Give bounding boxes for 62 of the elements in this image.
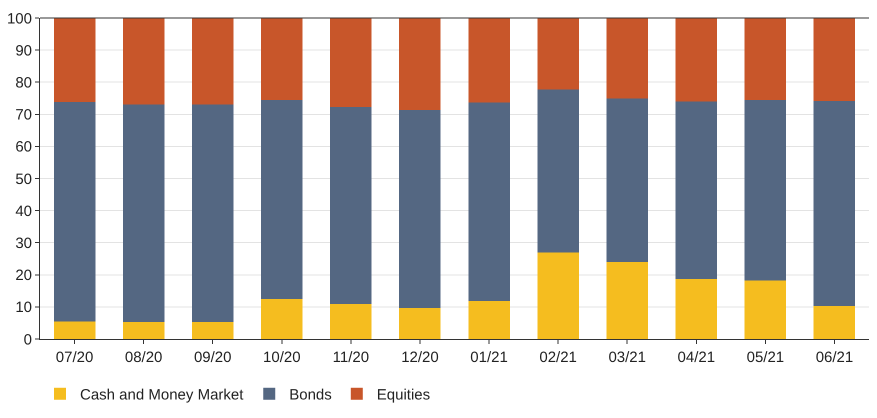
x-tick-label: 02/21 (539, 349, 577, 366)
y-tick-label: 0 (24, 331, 32, 348)
bar (676, 101, 718, 279)
bar (54, 321, 96, 339)
y-tick-label: 70 (15, 106, 32, 124)
bar (399, 18, 441, 110)
bar (537, 18, 579, 90)
bar (606, 262, 648, 339)
bar (676, 18, 718, 102)
bar (261, 18, 303, 100)
bar (54, 18, 96, 102)
x-tick-label: 10/20 (263, 349, 301, 366)
bar (192, 104, 234, 322)
bar (330, 18, 372, 108)
legend-label: Cash and Money Market (80, 386, 244, 404)
y-tick-label: 100 (6, 10, 32, 28)
y-tick-label: 90 (15, 42, 32, 60)
bar (192, 18, 234, 104)
y-tick-label: 40 (15, 202, 32, 220)
bar (261, 100, 303, 299)
y-tick-label: 20 (15, 267, 32, 284)
x-tick-label: 01/21 (470, 349, 508, 366)
bar (468, 102, 510, 302)
bar (744, 100, 786, 281)
x-tick-label: 03/21 (608, 349, 646, 366)
y-tick-label: 60 (15, 138, 32, 156)
bar (814, 18, 856, 101)
bar (606, 98, 648, 262)
bar (537, 252, 579, 339)
bar (814, 100, 856, 306)
x-tick-label: 07/20 (56, 349, 94, 366)
x-tick-label: 05/21 (746, 349, 784, 366)
bar (122, 18, 164, 104)
bar (468, 301, 510, 339)
bar (261, 298, 303, 339)
y-tick-label: 10 (15, 299, 32, 316)
x-tick-label: 06/21 (816, 349, 854, 366)
bar (814, 306, 856, 339)
x-tick-label: 09/20 (194, 349, 232, 366)
y-tick-label: 50 (15, 170, 32, 188)
bar (192, 322, 234, 339)
legend-label: Equities (376, 386, 430, 404)
bar (54, 102, 96, 322)
bar (399, 110, 441, 308)
bar (676, 278, 718, 339)
y-tick-label: 80 (15, 74, 32, 92)
x-tick-label: 11/20 (332, 349, 370, 366)
bar (744, 18, 786, 100)
x-tick-label: 12/20 (401, 349, 439, 366)
x-tick-label: 04/21 (678, 349, 716, 366)
legend-label: Bonds (289, 386, 332, 404)
bar (399, 308, 441, 339)
y-tick-label: 30 (15, 234, 32, 252)
bar (330, 304, 372, 339)
bar (606, 18, 648, 99)
bar (122, 104, 164, 322)
bar (468, 18, 510, 103)
x-tick-label: 08/20 (124, 349, 162, 366)
bar (744, 280, 786, 339)
bar (537, 89, 579, 252)
bar (122, 322, 164, 339)
bar (330, 107, 372, 304)
